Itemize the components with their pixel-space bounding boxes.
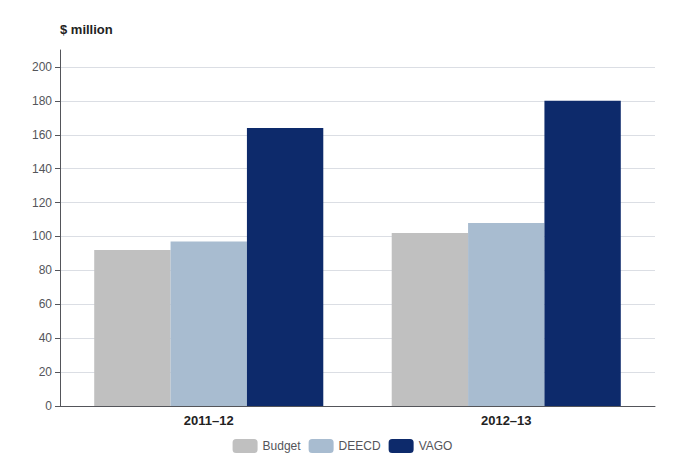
svg-text:180: 180 — [32, 94, 52, 108]
svg-text:20: 20 — [39, 365, 53, 379]
svg-text:100: 100 — [32, 229, 52, 243]
svg-text:40: 40 — [39, 331, 53, 345]
svg-text:80: 80 — [39, 263, 53, 277]
svg-text:VAGO: VAGO — [419, 439, 453, 453]
svg-text:60: 60 — [39, 297, 53, 311]
svg-text:160: 160 — [32, 128, 52, 142]
svg-text:120: 120 — [32, 196, 52, 210]
svg-text:200: 200 — [32, 60, 52, 74]
svg-text:$ million: $ million — [60, 22, 113, 37]
svg-text:2012–13: 2012–13 — [481, 413, 532, 428]
svg-text:2011–12: 2011–12 — [184, 413, 234, 428]
svg-text:Budget: Budget — [263, 439, 302, 453]
svg-text:140: 140 — [32, 162, 52, 176]
svg-text:DEECD: DEECD — [339, 439, 381, 453]
svg-text:0: 0 — [45, 399, 52, 413]
